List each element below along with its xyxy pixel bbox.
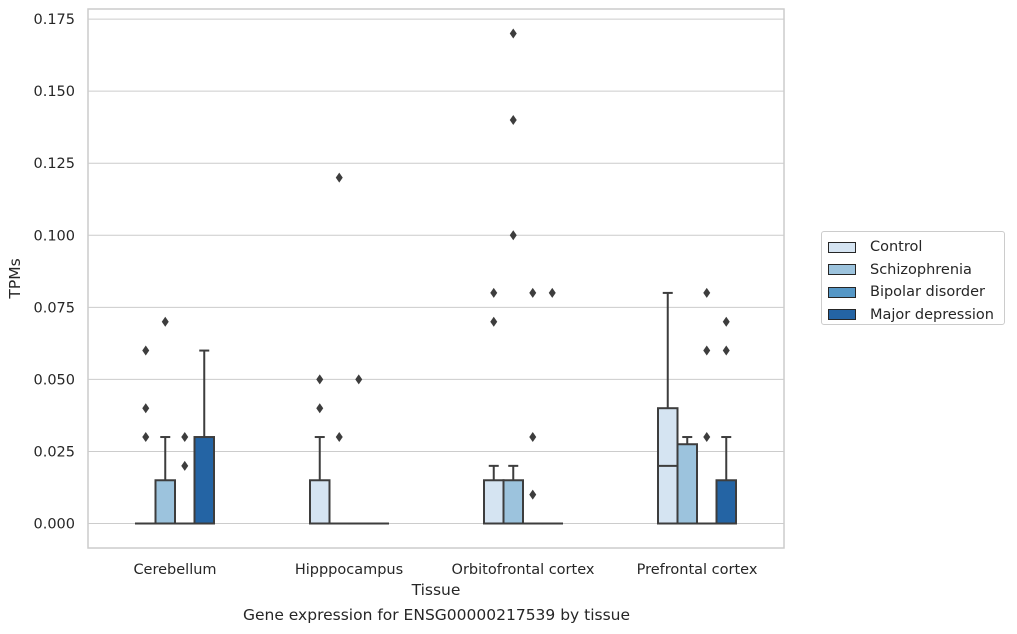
box-cerebellum-schizophrenia xyxy=(154,479,176,525)
outlier-prefrontal-cortex-bipolar-disorder-1 xyxy=(703,345,711,356)
y-tick-label-5: 0.125 xyxy=(33,156,75,172)
outlier-orbitofrontal-cortex-schizophrenia-0 xyxy=(509,28,517,39)
outlier-orbitofrontal-cortex-bipolar-disorder-2 xyxy=(529,489,537,500)
y-tick-label-2: 0.050 xyxy=(33,372,75,388)
outlier-orbitofrontal-cortex-bipolar-disorder-1 xyxy=(529,432,537,443)
legend-swatch-major-depression xyxy=(828,309,856,321)
legend-label-control: Control xyxy=(870,239,923,256)
outlier-prefrontal-cortex-bipolar-disorder-0 xyxy=(703,287,711,298)
x-axis-label: Tissue xyxy=(411,581,461,599)
legend: Control Schizophrenia Bipolar disorder M… xyxy=(821,231,1005,325)
outlier-hipppocampus-schizophrenia-1 xyxy=(335,432,343,443)
outlier-cerebellum-control-1 xyxy=(142,403,150,414)
outlier-orbitofrontal-cortex-control-0 xyxy=(490,287,498,298)
x-tick-label-1: Hipppocampus xyxy=(295,562,403,578)
outlier-prefrontal-cortex-major-depression-0 xyxy=(722,316,730,327)
legend-label-major-depression: Major depression xyxy=(870,306,994,323)
box-cerebellum-major-depression xyxy=(193,436,215,525)
outlier-orbitofrontal-cortex-bipolar-disorder-0 xyxy=(529,287,537,298)
legend-item-schizophrenia: Schizophrenia xyxy=(828,259,1004,282)
outlier-cerebellum-bipolar-disorder-0 xyxy=(181,432,189,443)
outlier-cerebellum-bipolar-disorder-1 xyxy=(181,460,189,471)
box-prefrontal-cortex-schizophrenia xyxy=(676,443,698,525)
outlier-cerebellum-schizophrenia-0 xyxy=(161,316,169,327)
y-tick-label-7: 0.175 xyxy=(33,12,75,28)
legend-item-major-depression: Major depression xyxy=(828,304,1004,327)
box-hipppocampus-control xyxy=(309,479,331,525)
x-tick-label-3: Prefrontal cortex xyxy=(637,562,758,578)
outlier-hipppocampus-control-0 xyxy=(316,374,324,385)
outlier-hipppocampus-bipolar-disorder-0 xyxy=(355,374,363,385)
box-orbitofrontal-cortex-schizophrenia xyxy=(502,479,524,525)
legend-label-bipolar-disorder: Bipolar disorder xyxy=(870,284,985,301)
legend-item-control: Control xyxy=(828,236,1004,259)
outlier-orbitofrontal-cortex-schizophrenia-1 xyxy=(509,114,517,125)
y-axis-label: TPMs xyxy=(6,258,24,299)
box-prefrontal-cortex-major-depression xyxy=(715,479,737,525)
y-tick-label-0: 0.000 xyxy=(33,517,75,533)
box-orbitofrontal-cortex-control xyxy=(483,479,505,525)
outlier-cerebellum-control-0 xyxy=(142,345,150,356)
outlier-orbitofrontal-cortex-control-1 xyxy=(490,316,498,327)
outlier-orbitofrontal-cortex-major-depression-0 xyxy=(548,287,556,298)
y-tick-label-3: 0.075 xyxy=(33,300,75,316)
outlier-prefrontal-cortex-major-depression-1 xyxy=(722,345,730,356)
outlier-cerebellum-control-2 xyxy=(142,432,150,443)
outlier-hipppocampus-control-1 xyxy=(316,403,324,414)
y-tick-label-1: 0.025 xyxy=(33,444,75,460)
plot-frame xyxy=(87,8,785,549)
outlier-hipppocampus-schizophrenia-0 xyxy=(335,172,343,183)
x-tick-label-2: Orbitofrontal cortex xyxy=(452,562,595,578)
outlier-prefrontal-cortex-bipolar-disorder-2 xyxy=(703,432,711,443)
legend-item-bipolar-disorder: Bipolar disorder xyxy=(828,281,1004,304)
legend-label-schizophrenia: Schizophrenia xyxy=(870,261,972,278)
legend-swatch-control xyxy=(828,241,856,253)
y-tick-label-6: 0.150 xyxy=(33,84,75,100)
x-tick-label-0: Cerebellum xyxy=(133,562,216,578)
legend-swatch-bipolar-disorder xyxy=(828,286,856,298)
y-tick-label-4: 0.100 xyxy=(33,228,75,244)
legend-swatch-schizophrenia xyxy=(828,264,856,276)
outlier-orbitofrontal-cortex-schizophrenia-2 xyxy=(509,230,517,241)
figure-caption: Gene expression for ENSG00000217539 by t… xyxy=(242,606,631,624)
